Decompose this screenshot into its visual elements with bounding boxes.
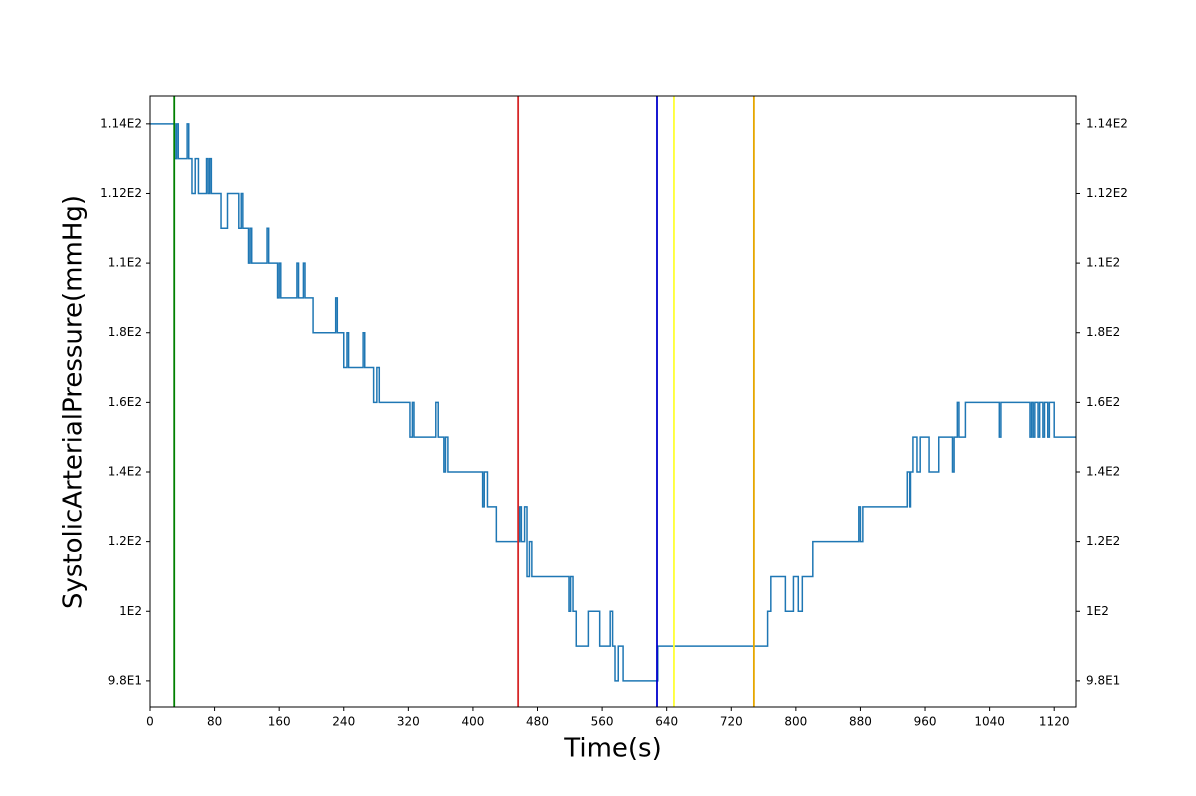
y-axis-label: SystolicArterialPressure(mmHg): [59, 195, 89, 609]
x-axis-label: Time(s): [563, 734, 661, 764]
x-tick-label: 480: [526, 715, 549, 729]
y2-tick-label: 1.2E2: [1086, 534, 1120, 548]
plot-frame: [149, 95, 1077, 708]
x-tick-label: 400: [461, 715, 484, 729]
y-tick-label: 1.6E2: [108, 395, 142, 409]
x-tick-label: 320: [397, 715, 420, 729]
x-tick-label: 1040: [974, 715, 1005, 729]
x-tick-label: 880: [849, 715, 872, 729]
y-tick-label: 1.1E2: [108, 256, 142, 270]
y-tick-label: 1.2E2: [108, 534, 142, 548]
x-tick-label: 80: [207, 715, 222, 729]
y-tick-label: 1.14E2: [100, 116, 142, 130]
y-tick-label: 1.12E2: [100, 186, 142, 200]
y-tick-label: 1.4E2: [108, 465, 142, 479]
x-tick-label: 240: [332, 715, 355, 729]
x-tick-label: 720: [720, 715, 743, 729]
x-tick-label: 0: [146, 715, 154, 729]
y2-tick-label: 1E2: [1086, 604, 1109, 618]
y2-tick-label: 9.8E1: [1086, 673, 1120, 687]
x-tick-label: 160: [268, 715, 291, 729]
x-tick-label: 640: [655, 715, 678, 729]
y2-tick-label: 1.1E2: [1086, 256, 1120, 270]
y2-tick-label: 1.8E2: [1086, 325, 1120, 339]
y2-tick-label: 1.6E2: [1086, 395, 1120, 409]
y2-tick-label: 1.12E2: [1086, 186, 1128, 200]
y-tick-label: 1E2: [119, 604, 142, 618]
y-tick-label: 1.8E2: [108, 325, 142, 339]
x-tick-label: 560: [591, 715, 614, 729]
y-tick-label: 9.8E1: [108, 673, 142, 687]
data-line: [150, 123, 1076, 682]
y2-tick-label: 1.4E2: [1086, 465, 1120, 479]
x-tick-label: 800: [784, 715, 807, 729]
x-tick-label: 1120: [1039, 715, 1070, 729]
y2-tick-label: 1.14E2: [1086, 116, 1128, 130]
x-tick-label: 960: [914, 715, 937, 729]
